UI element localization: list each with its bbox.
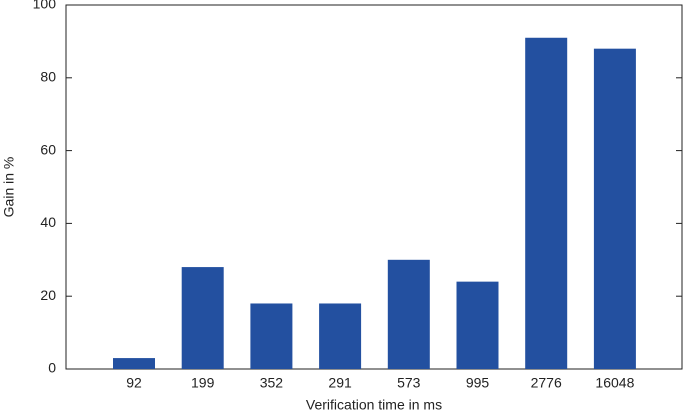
x-axis-label: Verification time in ms [306,397,442,413]
y-tick-label: 20 [40,287,56,303]
bar [250,303,293,369]
x-tick-label: 2776 [531,375,562,391]
y-tick-label: 80 [40,69,56,85]
x-tick-label: 573 [397,375,421,391]
y-tick-label: 40 [40,214,56,230]
x-tick-label: 352 [260,375,284,391]
bar [593,48,636,370]
y-tick-label: 60 [40,141,56,157]
x-tick-label: 16048 [595,375,634,391]
bar [319,303,362,369]
y-axis-label: Gain in % [1,157,17,218]
bar [456,281,499,369]
x-tick-label: 995 [466,375,490,391]
x-tick-label: 92 [126,375,142,391]
x-tick-label: 291 [328,375,352,391]
plot-frame [65,4,683,370]
y-tick-label: 100 [33,0,57,12]
bar [525,37,568,369]
bar [387,259,430,369]
x-tick-label: 199 [191,375,215,391]
bar [181,267,224,369]
y-tick-label: 0 [48,360,56,376]
bar [113,358,155,369]
